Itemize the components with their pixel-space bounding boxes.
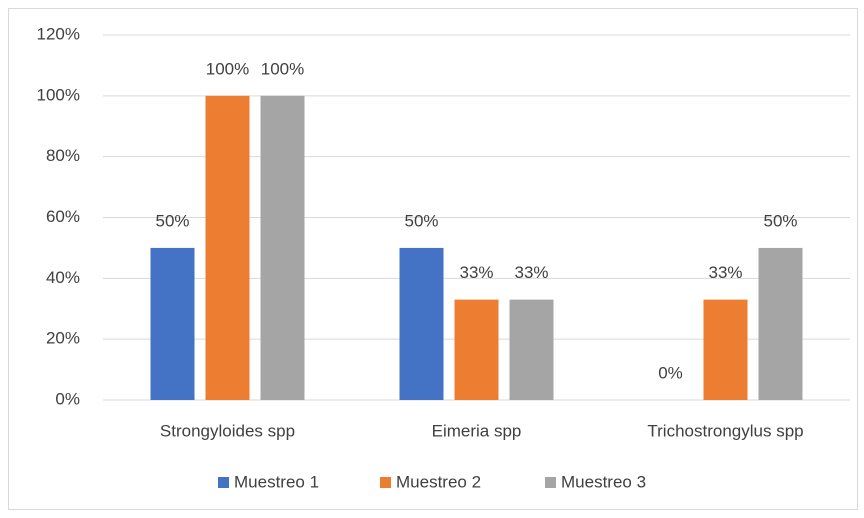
y-tick-label: 120% <box>37 24 80 43</box>
y-tick-label: 80% <box>46 146 80 165</box>
x-tick-label: Trichostrongylus spp <box>647 421 803 440</box>
y-tick-label: 60% <box>46 207 80 226</box>
data-label: 33% <box>514 263 548 282</box>
data-label: 0% <box>658 363 683 382</box>
bar <box>205 95 250 400</box>
y-tick-label: 0% <box>55 389 80 408</box>
data-label: 50% <box>763 211 797 230</box>
y-tick-label: 20% <box>46 329 80 348</box>
legend-label: Muestreo 2 <box>396 472 481 491</box>
bar <box>758 247 803 400</box>
data-label: 50% <box>155 211 189 230</box>
x-tick-label: Strongyloides spp <box>160 421 295 440</box>
data-label: 50% <box>404 211 438 230</box>
y-tick-label: 100% <box>37 85 80 104</box>
data-label: 100% <box>261 59 304 78</box>
bar <box>260 95 305 400</box>
legend-swatch <box>218 477 229 488</box>
legend-label: Muestreo 3 <box>561 472 646 491</box>
bar <box>509 299 554 400</box>
bar <box>150 247 195 400</box>
data-label: 33% <box>708 263 742 282</box>
bar <box>399 247 444 400</box>
bar <box>454 299 499 400</box>
legend-swatch <box>380 477 391 488</box>
data-label: 33% <box>459 263 493 282</box>
bar <box>703 299 748 400</box>
data-label: 100% <box>206 59 249 78</box>
legend-swatch <box>545 477 556 488</box>
y-tick-label: 40% <box>46 268 80 287</box>
x-tick-label: Eimeria spp <box>432 421 522 440</box>
legend-label: Muestreo 1 <box>234 472 319 491</box>
